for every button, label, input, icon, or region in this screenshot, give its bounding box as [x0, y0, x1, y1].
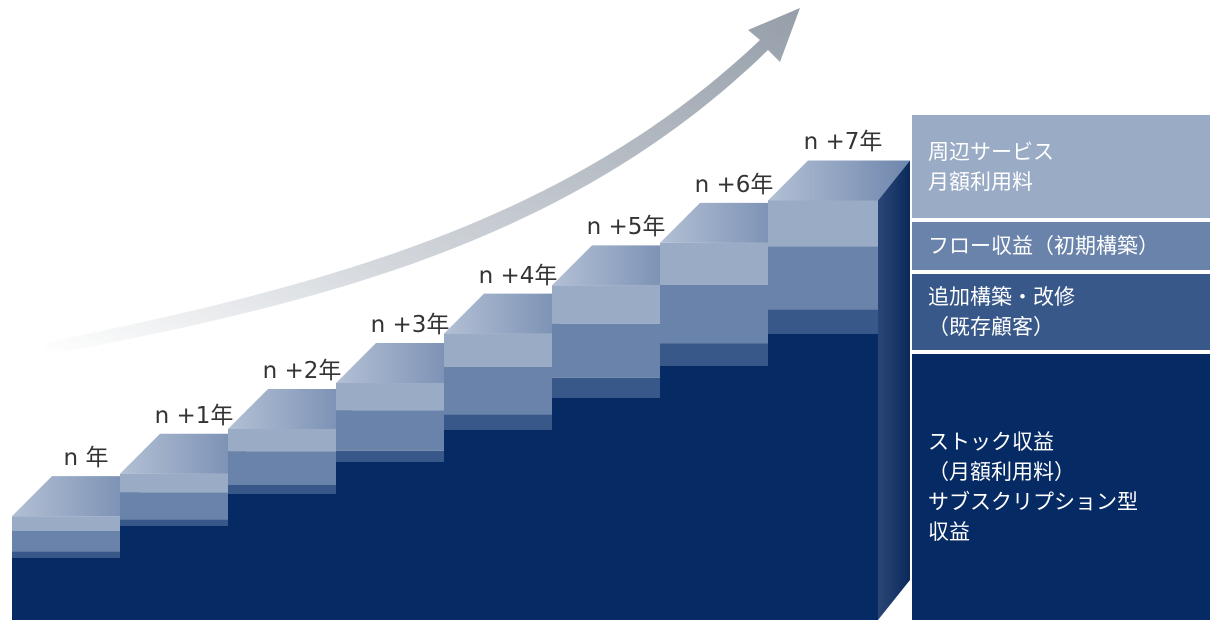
step-1	[120, 433, 260, 620]
step-stock-layer	[12, 558, 120, 620]
step-service-layer	[120, 473, 228, 493]
step-stock-layer	[228, 494, 336, 620]
legend-service-monthly-fee: 周辺サービス 月額利用料	[912, 115, 1210, 218]
legend-backgrounds	[912, 115, 1210, 620]
legend-additional-build: 追加構築・改修 （既存顧客）	[912, 274, 1210, 350]
legend-service-band	[912, 115, 1210, 218]
step-service-layer	[228, 428, 336, 452]
step-flow-layer	[768, 246, 878, 310]
step-7	[768, 160, 910, 620]
step-service-layer	[444, 333, 552, 367]
step-top-face	[660, 202, 800, 243]
step-flow-layer	[12, 531, 120, 552]
legend-add-band	[912, 274, 1210, 350]
step-service-layer	[552, 285, 660, 324]
year-label: n 年	[63, 445, 109, 472]
step-add-layer	[768, 309, 878, 334]
step-add-layer	[660, 343, 768, 366]
steps-group	[12, 160, 910, 620]
step-flow-layer	[552, 323, 660, 378]
year-label: n +4年	[478, 262, 558, 289]
step-0	[12, 476, 152, 620]
step-flow-layer	[660, 285, 768, 344]
year-label: n +5年	[586, 214, 666, 241]
step-add-layer	[120, 519, 228, 526]
year-label: n +6年	[694, 171, 774, 198]
legend-flow-revenue: フロー収益（初期構築）	[912, 222, 1210, 270]
legend-stock-line1: ストック収益	[928, 430, 1054, 454]
step-service-layer	[768, 200, 878, 247]
year-label: n +1年	[154, 402, 234, 429]
step-2	[228, 388, 368, 620]
legend-service-line2: 月額利用料	[928, 169, 1033, 194]
year-label: n +2年	[262, 357, 342, 384]
step-flow-layer	[228, 451, 336, 485]
step-top-face	[12, 476, 152, 517]
legend-stock-line2: （月額利用料）	[928, 460, 1075, 484]
step-6	[660, 202, 800, 620]
step-top-face	[228, 388, 368, 429]
step-stock-layer	[768, 334, 878, 620]
legend-flow-line1: フロー収益（初期構築）	[928, 234, 1159, 258]
step-add-layer	[444, 414, 552, 430]
legend-stock-line3: サブスクリプション型	[928, 490, 1138, 514]
step-service-layer	[336, 383, 444, 411]
step-service-layer	[660, 242, 768, 285]
step-add-layer	[228, 485, 336, 494]
step-top-face	[120, 433, 260, 474]
step-flow-layer	[120, 492, 228, 520]
step-stock-layer	[120, 526, 228, 620]
step-3	[336, 343, 476, 620]
step-top-face	[552, 245, 692, 286]
step-top-face	[444, 293, 584, 334]
year-label: n +3年	[370, 312, 450, 339]
step-stock-layer	[552, 398, 660, 620]
year-label: n +7年	[803, 129, 883, 156]
legend-add-line2: （既存顧客）	[928, 315, 1054, 339]
step-stock-layer	[336, 462, 444, 620]
step-add-layer	[552, 377, 660, 398]
step-side-face	[878, 160, 910, 620]
step-flow-layer	[444, 367, 552, 415]
legend-add-line1: 追加構築・改修	[928, 285, 1075, 309]
step-service-layer	[12, 516, 120, 531]
legend-stock-revenue: ストック収益 （月額利用料） サブスクリプション型 収益	[912, 354, 1210, 620]
step-add-layer	[12, 551, 120, 558]
legend-service-line1: 周辺サービス	[928, 139, 1054, 164]
step-top-face	[336, 343, 476, 384]
step-add-layer	[336, 450, 444, 462]
step-stock-layer	[444, 430, 552, 620]
step-top-face	[768, 160, 910, 201]
step-4	[444, 293, 584, 620]
step-stock-layer	[660, 366, 768, 620]
legend-stock-line4: 収益	[928, 520, 970, 544]
legend-stock-band	[912, 354, 1210, 620]
step-flow-layer	[336, 410, 444, 451]
legend-flow-band	[912, 222, 1210, 270]
step-5	[552, 245, 692, 620]
